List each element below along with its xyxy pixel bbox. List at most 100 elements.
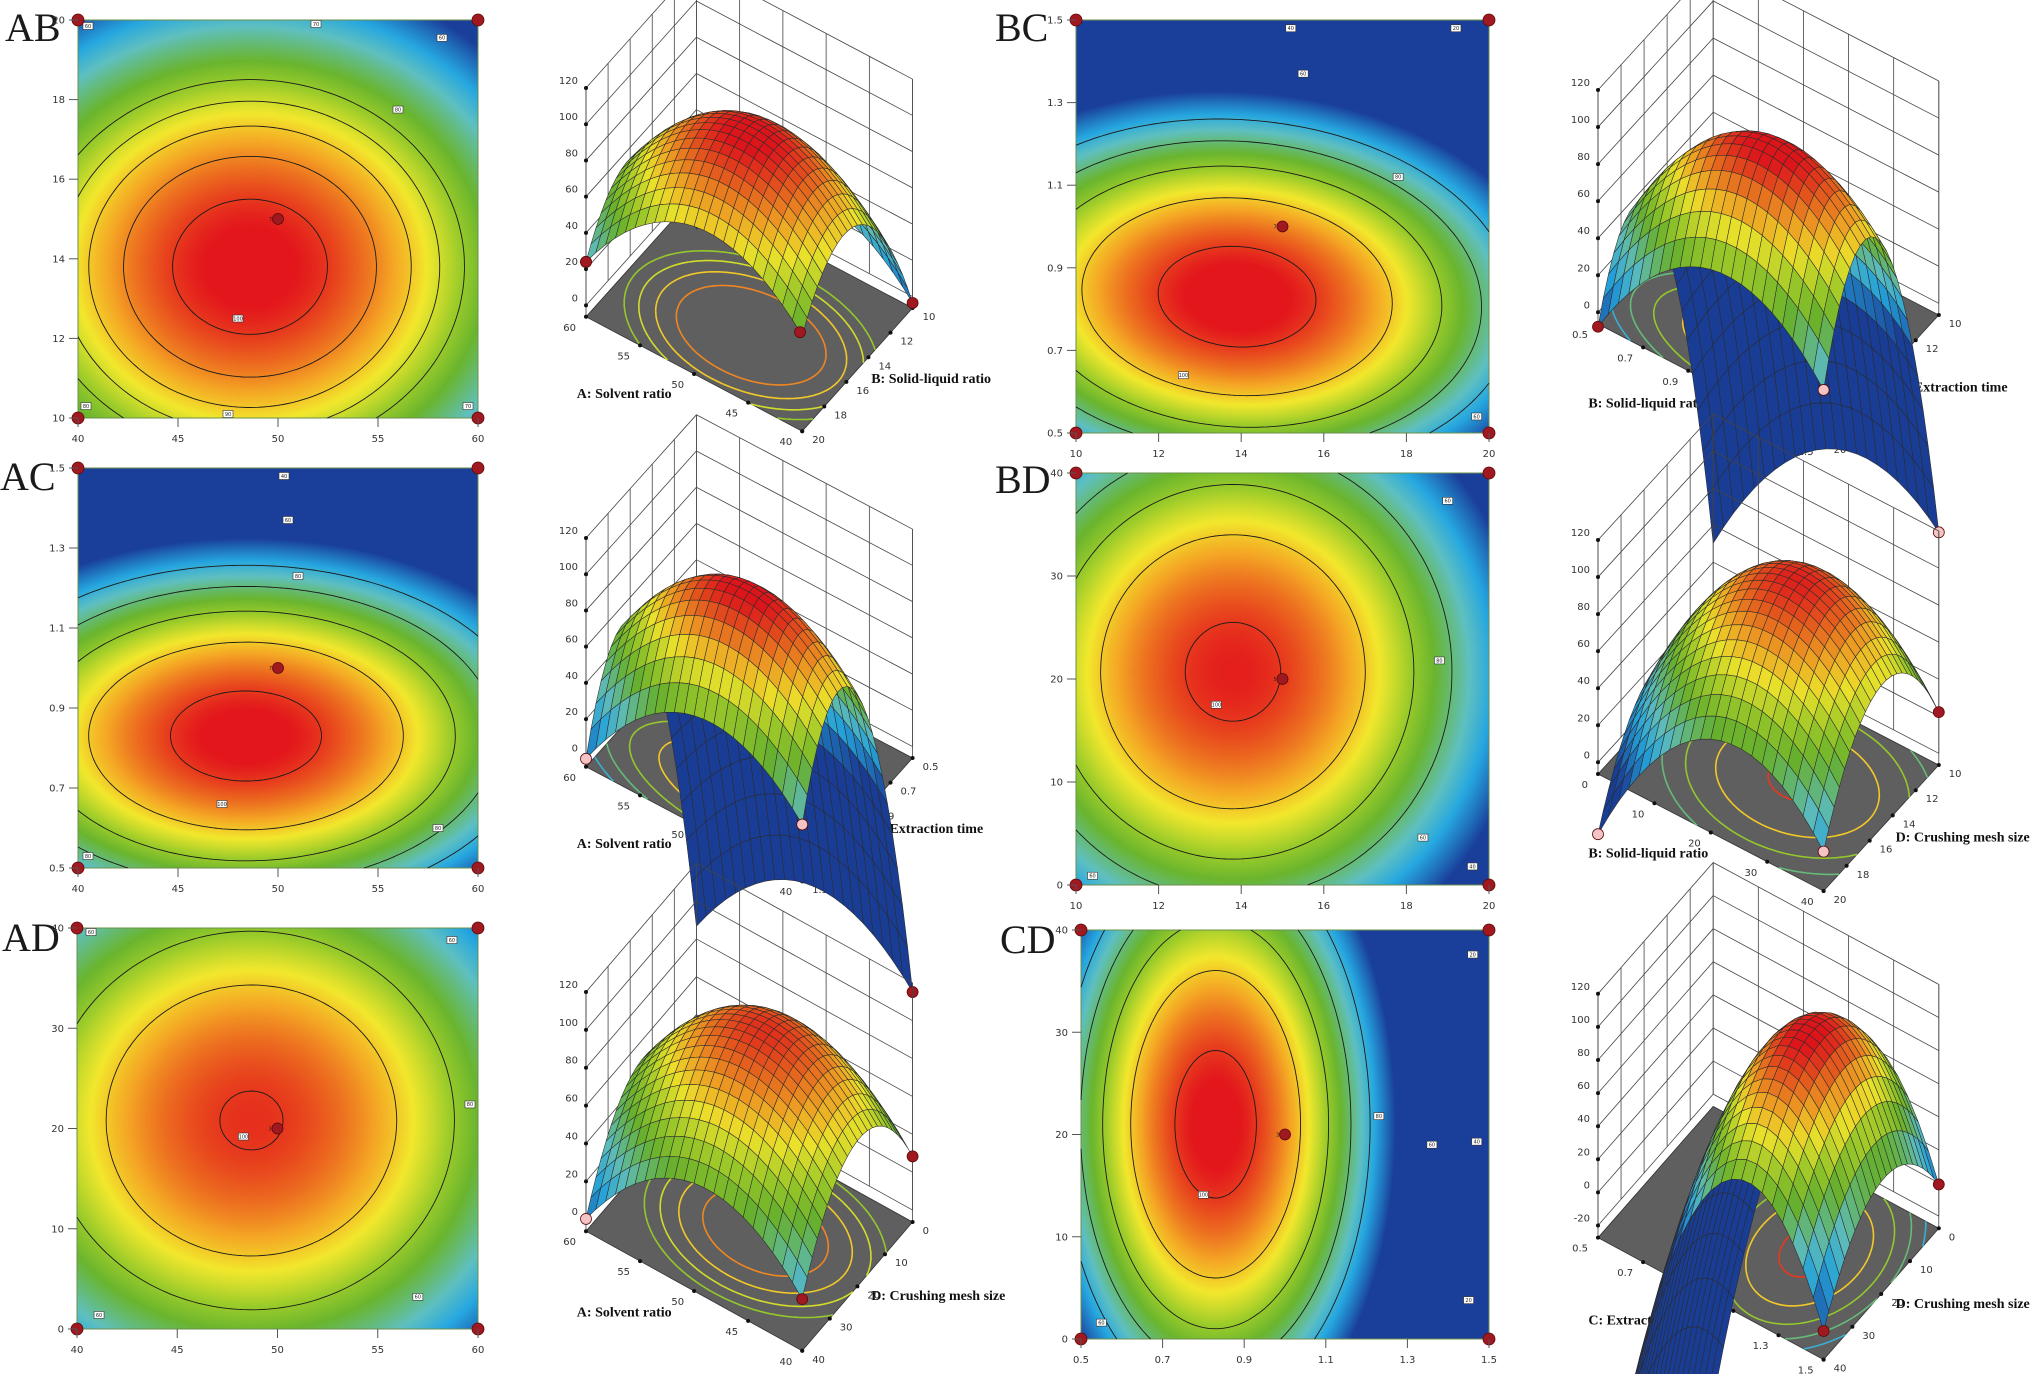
contour-line-70 bbox=[78, 101, 440, 418]
z-tick-label: 0 bbox=[572, 743, 578, 754]
contour-line-100 bbox=[220, 1091, 283, 1150]
z-tick bbox=[584, 1141, 588, 1145]
y-tick-label: 0 bbox=[58, 1325, 64, 1336]
x-tick-label: 40 bbox=[779, 437, 792, 448]
x-tick-label: 50 bbox=[272, 884, 285, 895]
x-tick-label: 0.9 bbox=[1662, 377, 1678, 388]
svg-text:5: 5 bbox=[1274, 677, 1277, 683]
z-tick-label: 60 bbox=[1577, 189, 1590, 200]
z-tick bbox=[1596, 199, 1600, 203]
x-tick-label: 50 bbox=[671, 380, 684, 391]
design-point: 5 bbox=[1274, 674, 1289, 685]
contour-label: 60 bbox=[413, 1293, 423, 1300]
contour-line-80 bbox=[89, 126, 411, 407]
z-tick bbox=[1596, 310, 1600, 314]
svg-text:60: 60 bbox=[1445, 499, 1451, 505]
x-tick-label: 60 bbox=[472, 884, 485, 895]
panel-label-ac: AC bbox=[0, 457, 56, 497]
x-tick-label: 20 bbox=[1483, 449, 1496, 460]
design-point bbox=[1483, 924, 1495, 936]
z-tick-label: 80 bbox=[565, 598, 578, 609]
z-tick bbox=[584, 231, 588, 235]
x-tick-label: 0.9 bbox=[1236, 1355, 1252, 1366]
contour-label: 100 bbox=[1178, 372, 1188, 379]
y-tick-label: 30 bbox=[1862, 1331, 1875, 1342]
z-tick bbox=[584, 86, 588, 90]
surface-svg: -200204060801001200.50.70.91.11.31.50102… bbox=[1550, 900, 2030, 1369]
y-tick bbox=[1868, 839, 1872, 843]
z-tick-label: 100 bbox=[1571, 565, 1590, 576]
y-tick bbox=[1908, 1259, 1912, 1263]
contour-label: 80 bbox=[433, 825, 443, 832]
contour-line-20 bbox=[1076, 119, 1489, 433]
contour-label: 80 bbox=[1374, 1113, 1384, 1120]
contour-line-100 bbox=[171, 691, 322, 781]
y-tick-label: 10 bbox=[1949, 769, 1962, 780]
svg-text:80: 80 bbox=[435, 826, 441, 832]
x-tick-label: 18 bbox=[1400, 901, 1413, 912]
z-tick bbox=[1596, 1025, 1600, 1029]
x-tick-label: 55 bbox=[617, 351, 630, 362]
contour-label: 80 bbox=[83, 853, 93, 860]
z-tick bbox=[1596, 723, 1600, 727]
x-tick-label: 0.7 bbox=[1155, 1355, 1171, 1366]
z-tick bbox=[584, 608, 588, 612]
y-tick bbox=[822, 405, 826, 409]
y-tick bbox=[1879, 1292, 1883, 1296]
contour-label: 60 bbox=[86, 929, 96, 936]
svg-text:60: 60 bbox=[96, 1313, 102, 1319]
design-point bbox=[581, 256, 592, 267]
y-tick-label: 0 bbox=[1062, 1335, 1068, 1346]
y-tick-label: 0.7 bbox=[901, 787, 917, 798]
z-tick bbox=[584, 572, 588, 576]
x-tick bbox=[692, 1289, 696, 1293]
z-tick-label: 120 bbox=[1571, 78, 1590, 89]
contour-label: 60 bbox=[1443, 497, 1453, 504]
svg-text:80: 80 bbox=[1436, 658, 1442, 664]
x-tick bbox=[584, 315, 588, 319]
z-tick-label: 20 bbox=[1577, 713, 1590, 724]
design-point bbox=[1593, 321, 1604, 332]
x-tick-label: 30 bbox=[1744, 868, 1757, 879]
svg-text:20: 20 bbox=[1453, 26, 1459, 32]
z-tick-label: 120 bbox=[1571, 528, 1590, 539]
svg-text:100: 100 bbox=[233, 316, 243, 322]
z-tick bbox=[584, 990, 588, 994]
z-tick-label: 40 bbox=[565, 1131, 578, 1142]
contour-line-40 bbox=[1076, 141, 1482, 433]
x-tick-label: 14 bbox=[1235, 901, 1248, 912]
x-tick-label: 10 bbox=[1070, 901, 1083, 912]
svg-text:60: 60 bbox=[1098, 1320, 1104, 1326]
design-point bbox=[907, 297, 918, 308]
surface-svg: 02040608010012060555045400.50.70.91.11.3… bbox=[540, 450, 1000, 890]
design-point bbox=[1818, 384, 1829, 395]
y-axis-title: B: Solid-liquid ratio bbox=[871, 372, 991, 387]
svg-text:40: 40 bbox=[1288, 26, 1294, 32]
contour-label: 40 bbox=[1286, 25, 1296, 32]
y-tick-label: 12 bbox=[52, 334, 65, 345]
design-point bbox=[1818, 1325, 1829, 1336]
contour-label: 80 bbox=[1393, 173, 1403, 180]
contour-label: 60 bbox=[1472, 413, 1482, 420]
x-tick-label: 55 bbox=[372, 884, 385, 895]
y-tick bbox=[828, 1317, 832, 1321]
contour-line-60 bbox=[1076, 485, 1414, 860]
x-tick bbox=[1641, 1260, 1645, 1264]
contour-line-60 bbox=[77, 931, 454, 1310]
x-tick-label: 45 bbox=[725, 1327, 738, 1338]
contour-line-20 bbox=[78, 565, 478, 868]
y-tick-label: 0 bbox=[923, 1226, 929, 1237]
contour-line-60 bbox=[78, 80, 465, 418]
x-tick-label: 1.3 bbox=[1399, 1355, 1415, 1366]
y-tick-label: 14 bbox=[878, 361, 891, 372]
x-tick bbox=[746, 401, 750, 405]
svg-text:60: 60 bbox=[415, 1295, 421, 1301]
y-tick-label: 0.7 bbox=[49, 784, 65, 795]
